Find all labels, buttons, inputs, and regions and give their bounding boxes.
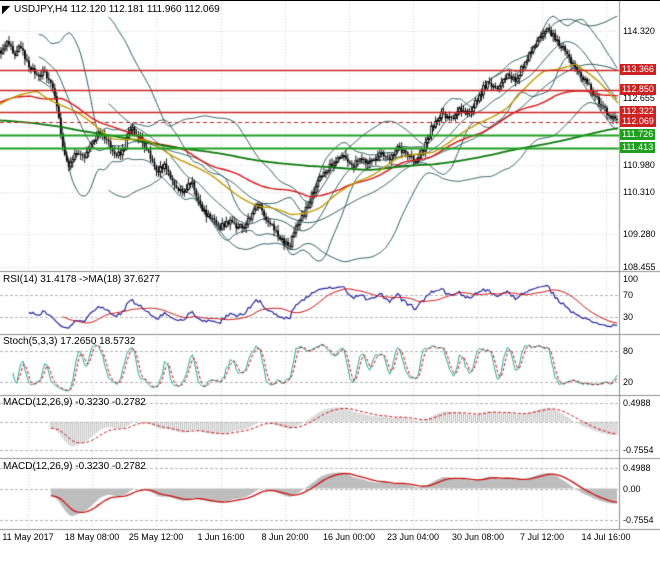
price-chart-canvas[interactable] [0, 1, 660, 561]
mt4-chart-window: ◤ USDJPY,H4 112.120 112.181 111.960 112.… [0, 0, 660, 561]
